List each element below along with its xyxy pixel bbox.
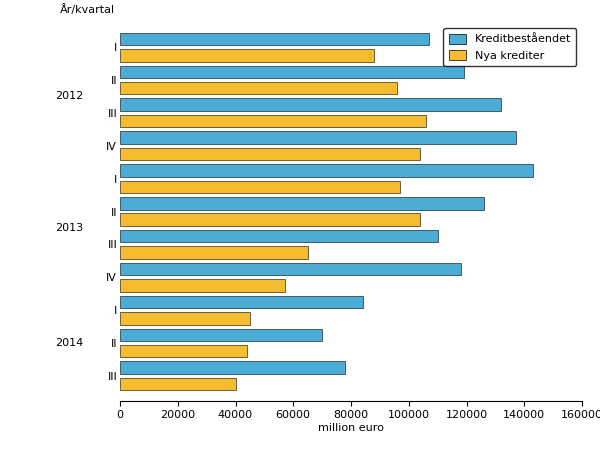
X-axis label: million euro: million euro xyxy=(318,423,384,433)
Bar xyxy=(120,263,461,275)
Bar xyxy=(120,131,515,144)
Text: År/kvartal: År/kvartal xyxy=(60,4,115,15)
Bar xyxy=(120,279,284,292)
Text: 2012: 2012 xyxy=(55,91,83,101)
Legend: Kreditbeståendet, Nya krediter: Kreditbeståendet, Nya krediter xyxy=(443,28,577,66)
Text: 2013: 2013 xyxy=(55,223,83,233)
Bar xyxy=(120,230,437,243)
Bar xyxy=(120,180,400,193)
Bar xyxy=(120,213,420,226)
Bar xyxy=(120,164,533,177)
Bar xyxy=(120,33,429,45)
Text: 2014: 2014 xyxy=(55,338,83,348)
Bar xyxy=(120,345,247,357)
Bar xyxy=(120,328,322,341)
Bar xyxy=(120,361,345,374)
Bar xyxy=(120,82,397,94)
Bar xyxy=(120,312,250,324)
Bar xyxy=(120,99,501,111)
Bar xyxy=(120,378,235,390)
Bar xyxy=(120,115,426,127)
Bar xyxy=(120,148,420,160)
Bar xyxy=(120,66,464,78)
Bar xyxy=(120,197,484,210)
Bar xyxy=(120,246,308,259)
Bar xyxy=(120,296,362,308)
Bar xyxy=(120,49,374,62)
